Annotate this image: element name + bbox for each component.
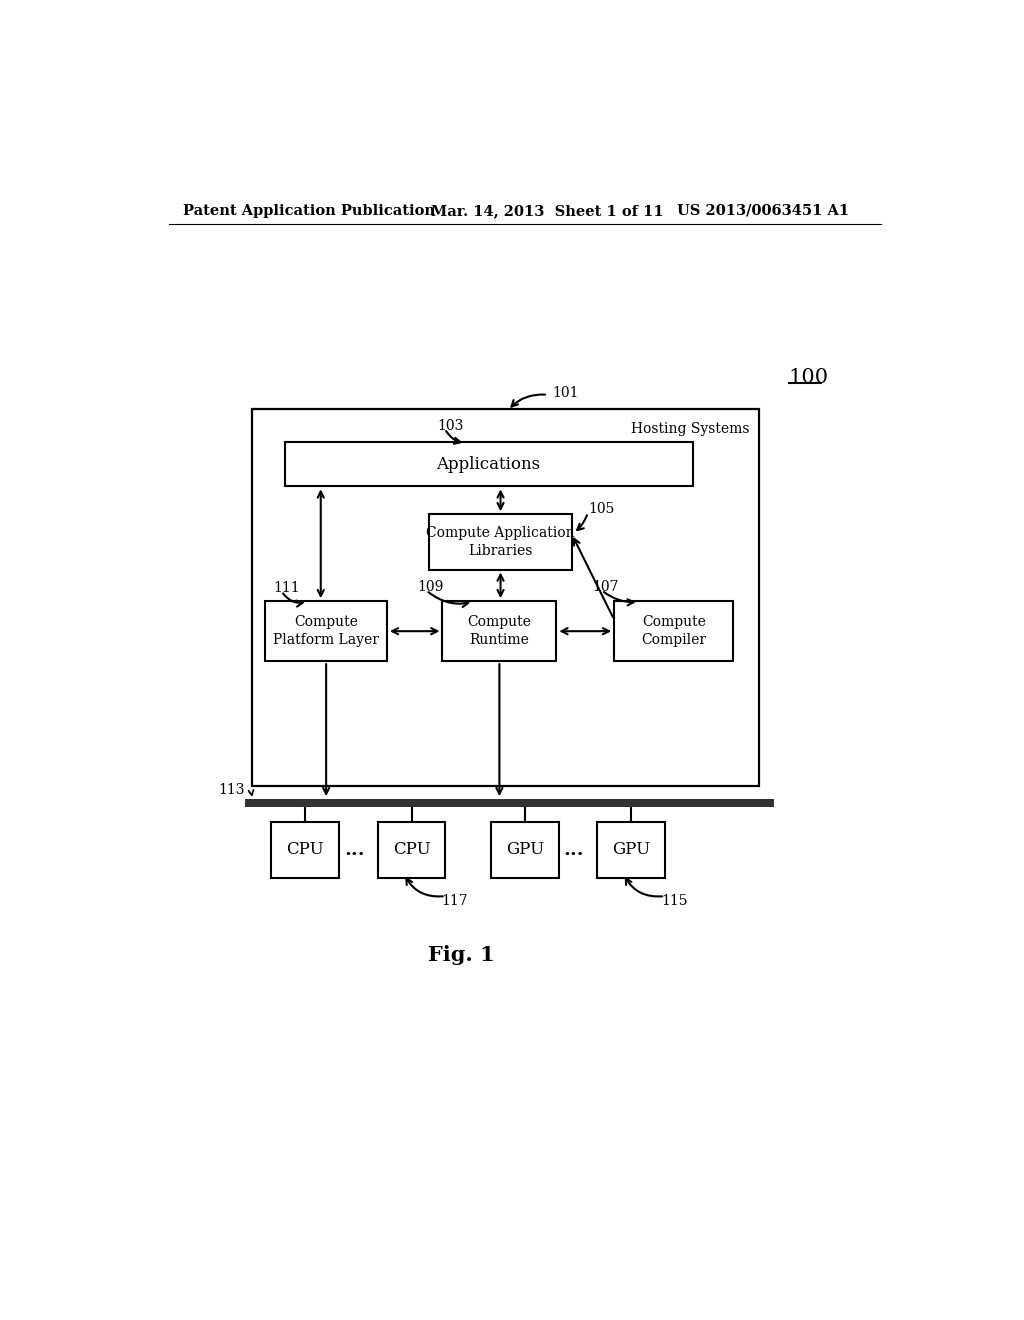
Text: 113: 113 [219, 783, 246, 797]
Bar [442, 601, 556, 661]
Text: 117: 117 [441, 894, 468, 908]
Text: Hosting Systems: Hosting Systems [631, 421, 750, 436]
Text: Compute
Runtime: Compute Runtime [467, 615, 531, 647]
Text: 115: 115 [662, 894, 687, 908]
Text: Fig. 1: Fig. 1 [428, 945, 495, 965]
Text: CPU: CPU [287, 841, 325, 858]
Bar [265, 601, 387, 661]
Text: ...: ... [564, 841, 585, 859]
Text: CPU: CPU [393, 841, 430, 858]
Text: 101: 101 [553, 387, 579, 400]
Text: 103: 103 [437, 418, 464, 433]
Text: US 2013/0063451 A1: US 2013/0063451 A1 [677, 203, 849, 218]
Text: 107: 107 [593, 581, 620, 594]
Text: 105: 105 [588, 502, 614, 516]
Text: GPU: GPU [612, 841, 650, 858]
Bar [245, 799, 774, 807]
Text: Compute Application
Libraries: Compute Application Libraries [426, 525, 574, 558]
Text: ...: ... [344, 841, 365, 859]
Text: Patent Application Publication: Patent Application Publication [183, 203, 435, 218]
Bar [597, 822, 665, 878]
Text: GPU: GPU [506, 841, 544, 858]
Text: 100: 100 [788, 368, 829, 387]
Bar [378, 822, 445, 878]
Text: Applications: Applications [436, 455, 541, 473]
Text: Compute
Platform Layer: Compute Platform Layer [273, 615, 379, 647]
Bar [614, 601, 733, 661]
Bar [285, 442, 692, 486]
Text: Mar. 14, 2013  Sheet 1 of 11: Mar. 14, 2013 Sheet 1 of 11 [431, 203, 664, 218]
Bar [252, 409, 759, 785]
Text: Compute
Compiler: Compute Compiler [641, 615, 707, 647]
Text: 109: 109 [417, 581, 443, 594]
Bar [429, 515, 571, 570]
Text: 111: 111 [273, 581, 300, 595]
Bar [271, 822, 339, 878]
Bar [490, 822, 559, 878]
